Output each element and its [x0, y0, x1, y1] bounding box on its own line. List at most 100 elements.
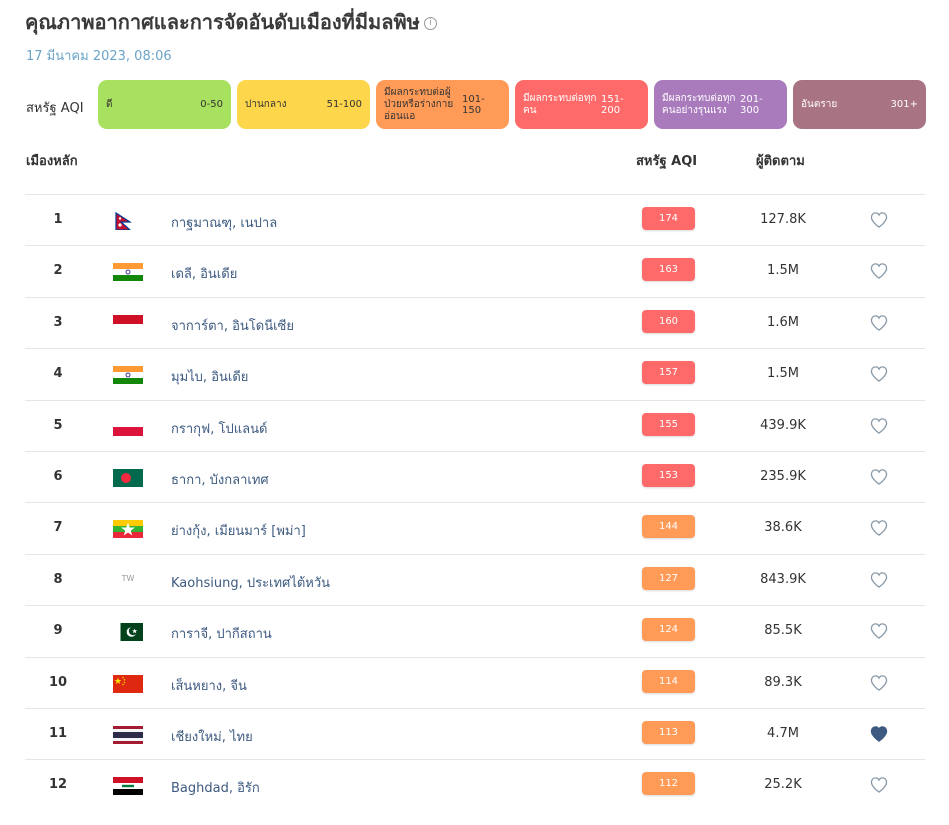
- table-row[interactable]: 5 กรากุฟ, โปแลนด์ 155 439.9K: [25, 399, 925, 451]
- table-row[interactable]: 6 ธากา, บังกลาเทศ 153 235.9K: [25, 450, 925, 502]
- aqi-badge: 153: [642, 463, 695, 487]
- aqi-badge: 113: [642, 720, 695, 744]
- legend-chip-name: ดี: [106, 98, 113, 110]
- legend-chip-name: มีผลกระทบต่อทุกคน: [523, 92, 597, 116]
- table-row[interactable]: 11 เชียงใหม่, ไทย 113 4.7M: [25, 707, 925, 759]
- heart-icon[interactable]: [869, 468, 889, 486]
- flag-bd-icon: [113, 468, 143, 487]
- flag-in-icon: [113, 263, 143, 282]
- city-link[interactable]: ธากา, บังกลาเทศ: [171, 472, 269, 488]
- aqi-badge: 114: [642, 669, 695, 693]
- flag-cn-icon: [113, 674, 143, 693]
- rank-number: 11: [48, 725, 68, 741]
- aqi-badge: 144: [642, 515, 695, 539]
- follower-count: 38.6K: [764, 520, 802, 536]
- legend-chip: มีผลกระทบต่อทุกคนอย่างรุนแรง 201-300: [654, 80, 787, 129]
- header-aqi[interactable]: สหรัฐ AQI: [636, 154, 698, 169]
- city-link[interactable]: เชียงใหม่, ไทย: [171, 729, 253, 745]
- city-link[interactable]: กาฐมาณฑุ, เนปาล: [171, 216, 278, 231]
- table-row[interactable]: 7 ย่างกุ้ง, เมียนมาร์ [พม่า] 144 38.6K: [25, 502, 925, 553]
- rank-number: 2: [53, 263, 63, 279]
- city-link[interactable]: การาจี, ปากีสถาน: [171, 627, 272, 643]
- table-row[interactable]: 4 มุมไบ, อินเดีย 157 1.5M: [25, 348, 925, 399]
- legend-chip: อันตราย 301+: [793, 80, 926, 129]
- legend-label: สหรัฐ AQI: [26, 101, 84, 116]
- city-link[interactable]: จาการ์ตา, อินโดนีเซีย: [171, 318, 294, 334]
- flag-id-icon: [113, 314, 143, 333]
- aqi-badge: 163: [642, 258, 695, 282]
- header-city: เมืองหลัก: [26, 154, 78, 169]
- aqi-badge: 155: [642, 412, 695, 436]
- heart-icon[interactable]: [869, 776, 889, 794]
- city-link[interactable]: ย่างกุ้ง, เมียนมาร์ [พม่า]: [171, 524, 306, 540]
- table-row[interactable]: 12 Baghdad, อิรัก 112 25.2K: [25, 759, 925, 810]
- table-row[interactable]: 10 เส็นหยาง, จีน 114 89.3K: [25, 656, 925, 708]
- rank-number: 4: [53, 366, 63, 382]
- follower-count: 127.8K: [760, 212, 806, 227]
- heart-icon[interactable]: [869, 262, 889, 280]
- city-link[interactable]: Kaohsiung, ประเทศไต้หวัน: [171, 575, 331, 591]
- table-row[interactable]: 3 จาการ์ตา, อินโดนีเซีย 160 1.6M: [25, 296, 925, 348]
- legend-chip: มีผลกระทบต่อผู้ป่วยหรือร่างกายอ่อนแอ 101-…: [376, 80, 509, 129]
- legend-chip-range: 0-50: [200, 99, 223, 110]
- follower-count: 25.2K: [764, 777, 802, 793]
- follower-count: 439.9K: [760, 417, 806, 433]
- heart-icon[interactable]: [869, 622, 889, 640]
- heart-icon[interactable]: [869, 211, 889, 229]
- info-icon[interactable]: i: [423, 17, 437, 30]
- follower-count: 1.6M: [767, 314, 799, 330]
- rank-number: 10: [48, 674, 68, 690]
- aqi-badge: 124: [642, 618, 695, 642]
- aqi-badge: 112: [642, 772, 695, 796]
- flag-iq-icon: [113, 777, 143, 796]
- legend-chip-range: 201-300: [740, 93, 763, 116]
- header-followers[interactable]: ผู้ติดตาม: [756, 154, 805, 169]
- legend-chip-range: 51-100: [326, 99, 362, 110]
- legend-chip-name: มีผลกระทบต่อผู้ป่วยหรือร่างกายอ่อนแอ: [384, 86, 454, 122]
- table-row[interactable]: 8 TW Kaohsiung, ประเทศไต้หวัน 127 843.9K: [25, 553, 925, 605]
- aqi-badge: 160: [642, 309, 695, 333]
- follower-count: 85.5K: [764, 623, 802, 639]
- flag-placeholder: TW: [121, 573, 135, 583]
- follower-count: 89.3K: [764, 674, 802, 690]
- follower-count: 843.9K: [760, 571, 806, 587]
- aqi-badge: 127: [642, 566, 695, 590]
- table-row[interactable]: 9 การาจี, ปากีสถาน 124 85.5K: [25, 605, 925, 656]
- heart-icon[interactable]: [869, 314, 889, 332]
- follower-count: 235.9K: [760, 468, 806, 484]
- city-link[interactable]: กรากุฟ, โปแลนด์: [171, 421, 268, 437]
- heart-icon[interactable]: [869, 519, 889, 537]
- aqi-badge: 157: [642, 361, 695, 385]
- flag-mm-icon: [113, 520, 143, 539]
- legend-chip: มีผลกระทบต่อทุกคน 151-200: [515, 80, 648, 129]
- legend-chip-name: มีผลกระทบต่อทุกคนอย่างรุนแรง: [662, 92, 736, 116]
- heart-icon[interactable]: [869, 674, 889, 692]
- rank-number: 6: [53, 468, 63, 484]
- aqi-badge: 174: [642, 207, 695, 230]
- legend-chip-range: 151-200: [601, 93, 624, 116]
- heart-icon[interactable]: [869, 417, 889, 435]
- rank-number: 8: [53, 571, 63, 587]
- city-link[interactable]: Baghdad, อิรัก: [171, 781, 260, 797]
- flag-pl-icon: [113, 417, 143, 436]
- flag-np-icon: [115, 212, 133, 230]
- follower-count: 1.5M: [767, 366, 799, 382]
- page-title: คุณภาพอากาศและการจัดอันดับเมืองที่มีมลพิ…: [25, 6, 437, 38]
- city-link[interactable]: เดลี, อินเดีย: [171, 267, 238, 283]
- table-row[interactable]: 2 เดลี, อินเดีย 163 1.5M: [25, 245, 925, 296]
- heart-filled-icon[interactable]: [869, 725, 889, 743]
- city-link[interactable]: เส็นหยาง, จีน: [171, 678, 247, 694]
- heart-icon[interactable]: [869, 571, 889, 589]
- timestamp: 17 มีนาคม 2023, 08:06: [26, 49, 172, 64]
- rank-number: 9: [53, 623, 63, 639]
- rank-number: 12: [48, 777, 68, 793]
- follower-count: 4.7M: [767, 725, 799, 741]
- rank-number: 7: [53, 520, 63, 536]
- rank-number: 3: [53, 314, 63, 330]
- heart-icon[interactable]: [869, 365, 889, 383]
- flag-in-icon: [113, 366, 143, 385]
- legend-chip-range: 301+: [890, 99, 918, 110]
- city-link[interactable]: มุมไบ, อินเดีย: [171, 370, 249, 386]
- table-row[interactable]: 1 กาฐมาณฑุ, เนปาล 174 127.8K: [25, 194, 925, 245]
- flag-th-icon: [113, 725, 143, 744]
